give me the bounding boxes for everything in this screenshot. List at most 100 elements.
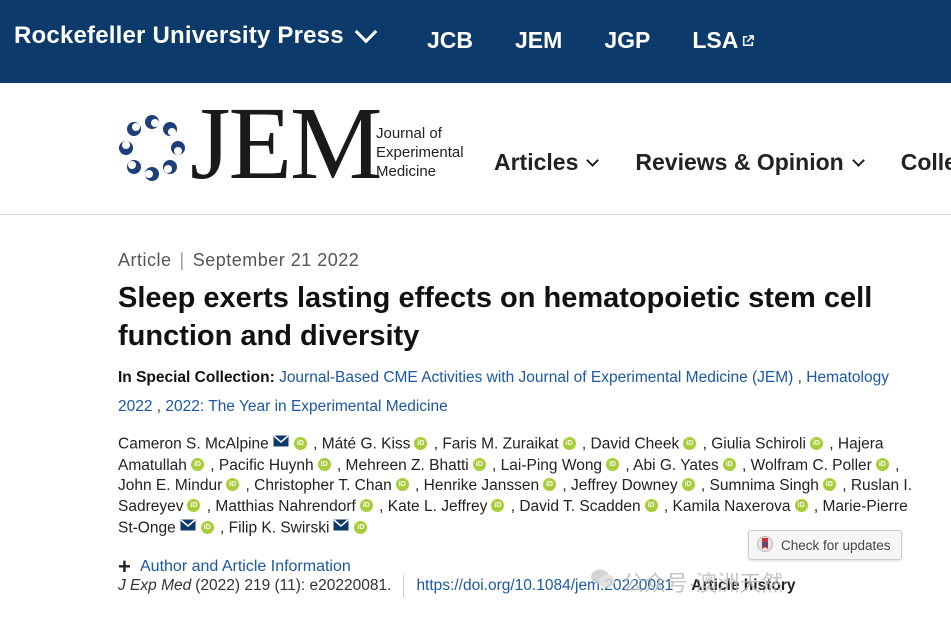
email-icon[interactable]	[273, 433, 289, 454]
author-separator: ,	[205, 456, 219, 474]
main-nav: Articles Reviews & Opinion Colle	[494, 149, 951, 176]
article-title: Sleep exerts lasting effects on hematopo…	[118, 282, 873, 352]
orcid-icon[interactable]: iD	[293, 436, 307, 450]
author-name[interactable]: Jeffrey Downey	[571, 477, 678, 494]
orcid-icon[interactable]: iD	[683, 436, 697, 450]
author-separator: ,	[374, 497, 388, 515]
orcid-icon[interactable]: iD	[875, 457, 889, 471]
email-icon[interactable]	[180, 517, 196, 538]
chevron-down-icon	[354, 20, 378, 44]
author-name[interactable]: Lai-Ping Wong	[500, 456, 603, 474]
author-name[interactable]: Matthias Nahrendorf	[215, 497, 356, 515]
orcid-icon[interactable]: iD	[226, 478, 240, 492]
orcid-icon[interactable]: iD	[472, 457, 486, 471]
orcid-icon[interactable]: iD	[822, 478, 836, 492]
crossmark-icon	[757, 535, 773, 556]
author-name[interactable]: David T. Scadden	[519, 497, 641, 515]
orcid-icon[interactable]: iD	[562, 436, 576, 450]
author-name[interactable]: John E. Mindur	[118, 477, 223, 494]
collection-link-cme[interactable]: Journal-Based CME Activities with Journa…	[279, 369, 794, 386]
author-separator: ,	[809, 497, 823, 515]
author-name[interactable]: Pacific Huynh	[218, 456, 314, 474]
email-icon[interactable]	[333, 517, 349, 538]
nav-collections[interactable]: Colle	[900, 149, 951, 175]
journal-link-lsa-label: LSA	[692, 27, 739, 53]
orcid-icon[interactable]: iD	[190, 457, 204, 471]
author-separator: ,	[202, 497, 216, 515]
author-separator: ,	[696, 477, 710, 494]
orcid-icon[interactable]: iD	[606, 457, 620, 471]
article-type: Article	[118, 250, 172, 270]
nav-articles[interactable]: Articles	[494, 149, 600, 176]
journal-link-jem[interactable]: JEM	[515, 27, 563, 53]
author-name[interactable]: Hajera Amatullah	[118, 435, 884, 474]
orcid-icon[interactable]: iD	[395, 478, 409, 492]
author-list: Cameron S. McAlpine iD , Máté G. Kiss iD ,…	[118, 433, 918, 540]
orcid-icon[interactable]: iD	[359, 498, 373, 512]
journal-link-jgp[interactable]: JGP	[604, 27, 651, 53]
watermark-text: 公众号·澳洲天然	[622, 571, 784, 596]
author-name[interactable]: Ruslan I. Sadreyev	[118, 477, 913, 515]
orcid-icon[interactable]: iD	[187, 498, 201, 512]
orcid-icon[interactable]: iD	[414, 436, 428, 450]
orcid-icon[interactable]: iD	[491, 498, 505, 512]
author-name[interactable]: Sumnima Singh	[709, 477, 819, 494]
orcid-icon[interactable]: iD	[200, 520, 214, 534]
jem-wordmark[interactable]: JEM	[190, 86, 382, 201]
author-name[interactable]: Kate L. Jeffrey	[387, 497, 488, 515]
watermark: 公众号·澳洲天然	[590, 566, 783, 598]
nav-reviews-opinion[interactable]: Reviews & Opinion	[635, 149, 865, 176]
author-info-label: Author and Article Information	[140, 557, 351, 575]
author-name[interactable]: Abi G. Yates	[633, 456, 719, 474]
author-name[interactable]: Cameron S. McAlpine	[118, 435, 269, 453]
orcid-icon[interactable]: iD	[317, 457, 331, 471]
author-separator: ,	[487, 456, 501, 474]
orcid-icon[interactable]: iD	[681, 478, 695, 492]
author-name[interactable]: Giulia Schiroli	[711, 435, 806, 453]
author-separator: ,	[577, 435, 591, 453]
author-name[interactable]: David Cheek	[590, 435, 680, 453]
journal-full-name: Journal of Experimental Medicine	[376, 125, 464, 180]
orcid-icon[interactable]: iD	[722, 457, 736, 471]
orcid-icon[interactable]: iD	[644, 498, 658, 512]
plus-icon: +	[118, 553, 131, 579]
check-for-updates-button[interactable]: Check for updates	[748, 530, 902, 560]
author-separator: ,	[659, 497, 673, 515]
external-link-icon	[742, 34, 755, 47]
author-name[interactable]: Henrike Janssen	[423, 477, 540, 494]
author-name[interactable]: Kamila Naxerova	[672, 497, 791, 515]
author-name[interactable]: Christopher T. Chan	[254, 477, 392, 494]
author-separator: ,	[241, 477, 255, 494]
author-name[interactable]: Mehreen Z. Bhatti	[345, 456, 469, 474]
author-name[interactable]: Faris M. Zuraikat	[442, 435, 559, 453]
article-history-link[interactable]: Article history	[691, 577, 796, 594]
author-separator: ,	[558, 477, 572, 494]
orcid-icon[interactable]: iD	[543, 478, 557, 492]
orcid-icon[interactable]: iD	[809, 436, 823, 450]
divider	[403, 575, 405, 597]
publisher-menu[interactable]: Rockefeller University Press	[14, 20, 378, 50]
collection-link-hematology[interactable]: Hematology 2022	[118, 369, 889, 415]
journal-links: JCB JEM JGP LSA	[427, 27, 755, 54]
jem-logo-mark-icon[interactable]	[118, 114, 186, 182]
author-separator: ,	[410, 477, 424, 494]
citation-journal: J Exp Med	[118, 577, 192, 594]
wechat-icon	[590, 568, 616, 596]
check-for-updates-label: Check for updates	[781, 537, 891, 553]
collection-link-year[interactable]: 2022: The Year in Experimental Medicine	[165, 398, 448, 415]
author-name[interactable]: Máté G. Kiss	[321, 435, 411, 453]
chevron-down-icon	[586, 153, 600, 167]
author-name[interactable]: Wolfram C. Poller	[750, 456, 872, 474]
orcid-icon[interactable]: iD	[794, 498, 808, 512]
journal-link-lsa[interactable]: LSA	[692, 27, 755, 54]
journal-link-jcb[interactable]: JCB	[427, 27, 474, 53]
author-name[interactable]: Filip K. Swirski	[228, 519, 330, 537]
author-separator: ,	[837, 477, 851, 494]
orcid-icon[interactable]: iD	[354, 520, 368, 534]
author-name[interactable]: Marie-Pierre St-Onge	[118, 497, 908, 537]
publisher-bar: Rockefeller University Press JCB JEM JGP…	[0, 0, 951, 83]
author-separator: ,	[506, 497, 520, 515]
author-info-toggle[interactable]: + Author and Article Information	[118, 554, 918, 580]
article-meta: Article | September 21 2022	[118, 250, 918, 271]
citation-details: (2022) 219 (11): e20220081.	[195, 577, 392, 594]
